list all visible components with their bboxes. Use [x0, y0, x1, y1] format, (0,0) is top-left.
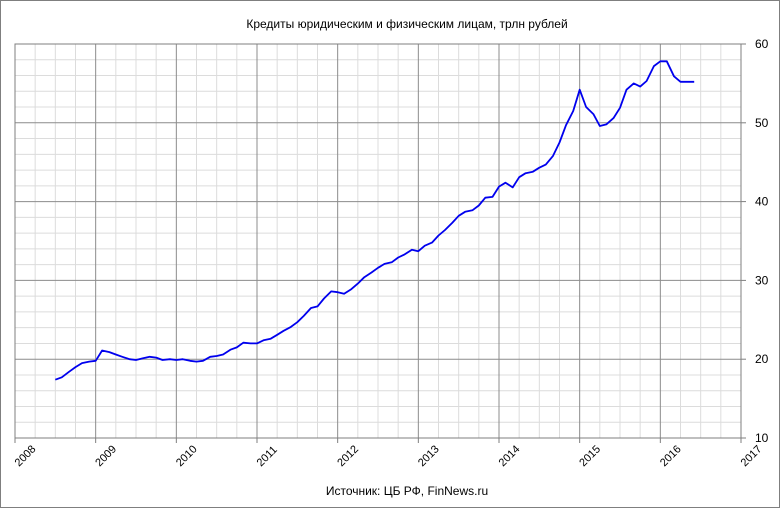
x-tick-label: 2012 [335, 443, 361, 469]
y-tick-label: 30 [755, 273, 769, 287]
x-tick-label: 2015 [577, 443, 603, 469]
tick-marks [14, 43, 746, 443]
x-tick-label: 2008 [13, 443, 39, 469]
series-line [54, 60, 695, 381]
x-tick-label: 2010 [174, 443, 200, 469]
minor-grid [15, 44, 741, 438]
y-tick-label: 10 [755, 431, 769, 445]
x-tick-label: 2016 [658, 443, 684, 469]
x-tick-label: 2017 [739, 443, 765, 469]
x-tick-label: 2013 [416, 443, 442, 469]
y-tick-label: 40 [755, 195, 769, 209]
x-tick-label: 2009 [93, 443, 119, 469]
x-tick-label: 2014 [497, 443, 523, 469]
y-axis-tick-labels: 10 20 30 40 50 60 [755, 37, 769, 445]
chart-source: Источник: ЦБ РФ, FinNews.ru [326, 484, 488, 498]
y-tick-label: 20 [755, 352, 769, 366]
y-tick-label: 50 [755, 116, 769, 130]
chart-title: Кредиты юридическим и физическим лицам, … [246, 17, 567, 31]
plot-area-border [14, 43, 742, 439]
x-axis-tick-labels: 2008 2009 2010 2011 2012 2013 2014 2015 2016 2017 [13, 443, 765, 469]
y-tick-label: 60 [755, 37, 769, 51]
x-tick-label: 2011 [255, 444, 280, 469]
